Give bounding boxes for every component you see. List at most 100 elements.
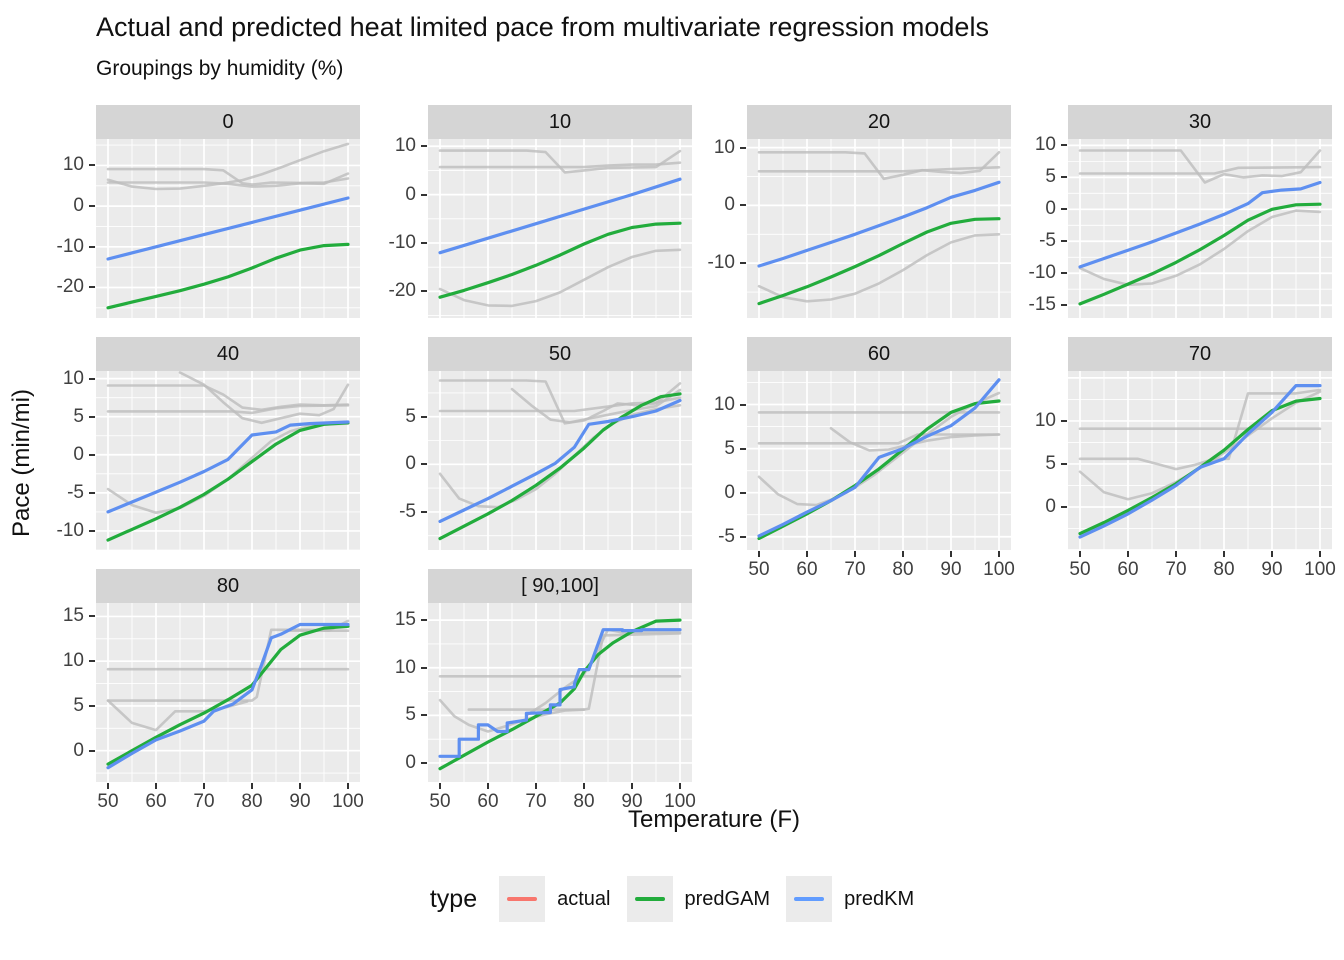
facet-strip-30: 30 <box>1068 105 1332 139</box>
line-actual <box>1078 209 1322 287</box>
x-tick-label: 50 <box>429 791 451 812</box>
y-tick-label: 15 <box>62 605 84 626</box>
line-predKM <box>757 180 1001 268</box>
y-tick-mark <box>89 705 95 707</box>
legend-label-predKM: predKM <box>844 887 915 910</box>
y-tick-mark <box>1061 176 1067 178</box>
x-tick-mark <box>758 551 760 557</box>
facet-panel-80: 0 5 10 15 50 60 70 80 90 100 <box>63 603 364 812</box>
x-tick-label: 70 <box>193 791 215 812</box>
line-actual <box>757 433 1001 445</box>
panel-plot <box>96 371 360 550</box>
line-actual <box>757 391 1001 507</box>
facet-strip-40: 40 <box>96 337 360 371</box>
facet-panel-90100: 0 5 10 15 50 60 70 80 90 100 <box>395 603 696 812</box>
facet-strip-70: 70 <box>1068 337 1332 371</box>
x-tick-mark <box>806 551 808 557</box>
y-tick-label: 5 <box>1045 453 1056 474</box>
y-tick-mark <box>89 416 95 418</box>
line-actual <box>438 248 682 308</box>
y-tick-label: 10 <box>62 154 84 175</box>
y-tick-mark <box>1061 272 1067 274</box>
legend-line-predKM-icon <box>794 897 825 901</box>
line-actual <box>1078 149 1322 184</box>
y-tick-mark <box>89 492 95 494</box>
x-tick-label: 70 <box>844 559 866 580</box>
line-predGAM <box>757 217 1001 306</box>
y-tick-label: 5 <box>1045 166 1056 187</box>
y-tick-label: 0 <box>724 482 735 503</box>
line-actual <box>1078 165 1322 175</box>
x-tick-mark <box>535 783 537 789</box>
legend-key-predKM <box>786 876 833 922</box>
y-tick-mark <box>421 511 427 513</box>
y-tick-label: -20 <box>388 280 416 301</box>
y-tick-mark <box>421 194 427 196</box>
y-tick-label: 10 <box>1034 410 1056 431</box>
y-tick-mark <box>89 615 95 617</box>
x-tick-label: 80 <box>573 791 595 812</box>
x-tick-mark <box>439 783 441 789</box>
x-tick-mark <box>854 551 856 557</box>
y-tick-mark <box>1061 208 1067 210</box>
x-tick-mark <box>251 783 253 789</box>
x-tick-mark <box>1079 551 1081 557</box>
line-predGAM <box>1078 202 1322 306</box>
line-predKM <box>106 420 350 514</box>
legend-key-actual <box>499 876 546 922</box>
y-tick-label: 5 <box>405 406 416 427</box>
x-tick-label: 100 <box>1304 559 1336 580</box>
x-tick-mark <box>347 783 349 789</box>
line-predKM <box>1078 180 1322 269</box>
x-tick-label: 90 <box>1261 559 1283 580</box>
x-tick-label: 70 <box>1165 559 1187 580</box>
x-tick-label: 60 <box>145 791 167 812</box>
y-tick-label: 10 <box>1034 134 1056 155</box>
panel-plot <box>428 603 692 782</box>
y-tick-label: 0 <box>73 444 84 465</box>
panel-plot <box>96 603 360 782</box>
y-tick-label: -5 <box>399 501 416 522</box>
panel-plot <box>1068 371 1332 550</box>
chart-subtitle: Groupings by humidity (%) <box>96 57 344 80</box>
line-predKM <box>1078 384 1322 539</box>
y-tick-label: 10 <box>62 368 84 389</box>
facet-panel-60: -5 0 5 10 50 60 70 80 90 100 <box>714 371 1015 580</box>
line-predGAM <box>106 624 350 766</box>
x-tick-mark <box>1319 551 1321 557</box>
legend-label-predGAM: predGAM <box>684 887 771 910</box>
x-tick-label: 100 <box>664 791 696 812</box>
facet-strip-60: 60 <box>747 337 1011 371</box>
x-tick-label: 90 <box>621 791 643 812</box>
line-predGAM <box>106 242 350 310</box>
legend-title: type <box>429 884 478 913</box>
facet-strip-10: 10 <box>428 105 692 139</box>
y-tick-label: 10 <box>394 135 416 156</box>
x-tick-label: 50 <box>97 791 119 812</box>
line-actual <box>106 403 350 415</box>
y-tick-label: 0 <box>724 194 735 215</box>
facet-panel-50: -5 0 5 <box>399 371 692 550</box>
x-tick-label: 70 <box>525 791 547 812</box>
y-tick-mark <box>740 404 746 406</box>
y-tick-mark <box>89 246 95 248</box>
y-tick-label: 5 <box>73 695 84 716</box>
y-tick-label: 0 <box>1045 496 1056 517</box>
legend-item-predKM: predKM <box>786 876 914 922</box>
x-tick-label: 100 <box>983 559 1015 580</box>
line-actual <box>757 233 1001 303</box>
line-predKM <box>438 177 682 255</box>
y-tick-mark <box>740 492 746 494</box>
y-tick-label: -5 <box>1039 230 1056 251</box>
y-tick-label: -20 <box>56 276 84 297</box>
y-tick-label: 10 <box>713 394 735 415</box>
line-predKM <box>438 398 682 523</box>
facet-strip-20: 20 <box>747 105 1011 139</box>
legend-key-predGAM <box>626 876 673 922</box>
x-tick-mark <box>487 783 489 789</box>
y-tick-mark <box>89 286 95 288</box>
x-tick-mark <box>1223 551 1225 557</box>
x-tick-label: 90 <box>289 791 311 812</box>
y-tick-label: 10 <box>394 657 416 678</box>
y-tick-mark <box>740 536 746 538</box>
